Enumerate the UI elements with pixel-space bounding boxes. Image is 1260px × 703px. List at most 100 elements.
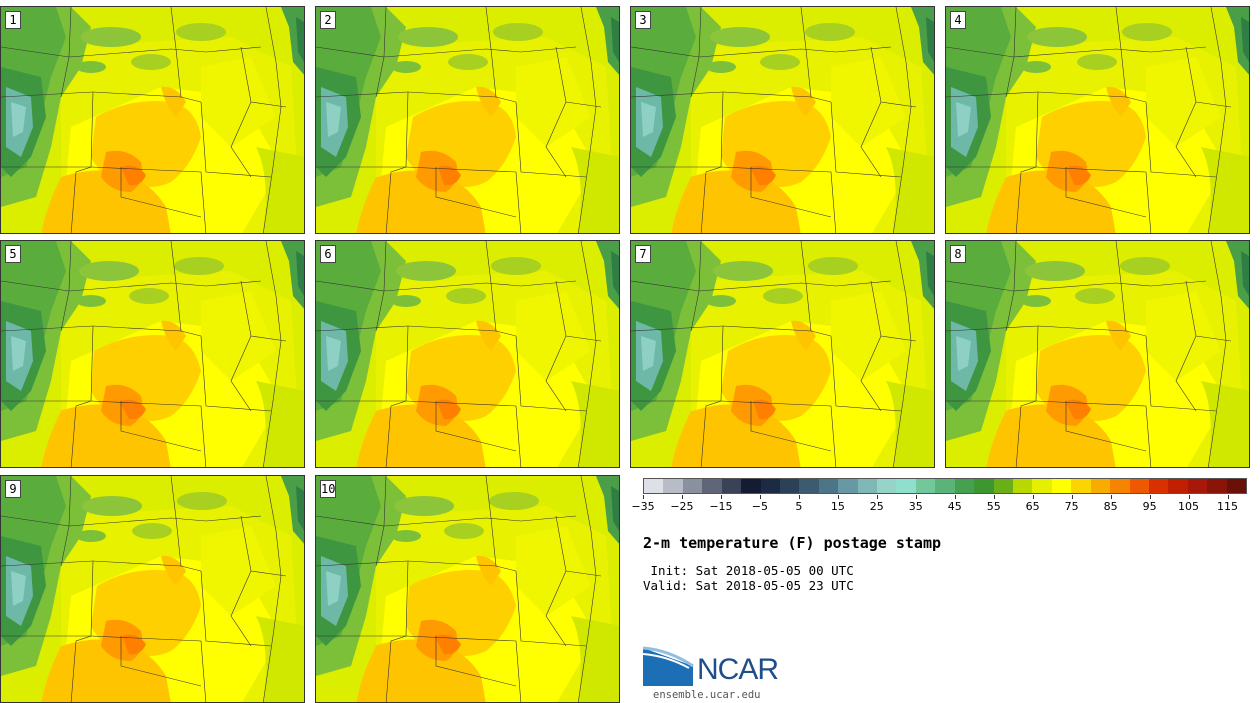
colorbar-segment bbox=[1226, 479, 1247, 493]
member-number-label: 8 bbox=[950, 245, 966, 263]
colorbar-segment bbox=[1090, 479, 1111, 493]
colorbar-segment bbox=[993, 479, 1014, 493]
temperature-map bbox=[946, 241, 1249, 467]
ensemble-member-map: 10 bbox=[315, 475, 620, 703]
colorbar-segment bbox=[974, 479, 994, 493]
ncar-logo bbox=[643, 646, 694, 686]
colorbar-segment bbox=[760, 479, 780, 493]
ncar-logo-text: NCAR bbox=[697, 653, 779, 686]
colorbar-tick-label: −25 bbox=[670, 500, 694, 513]
colorbar-tick bbox=[1188, 495, 1190, 499]
member-number-label: 10 bbox=[320, 480, 336, 498]
colorbar-tick-label: 95 bbox=[1142, 500, 1157, 513]
ensemble-member-map: 7 bbox=[630, 240, 935, 468]
ensemble-member-map: 1 bbox=[0, 6, 305, 234]
colorbar-segment bbox=[1013, 479, 1033, 493]
colorbar-segment bbox=[721, 479, 742, 493]
colorbar-tick bbox=[1110, 495, 1112, 499]
colorbar-tick bbox=[1071, 495, 1073, 499]
member-number-label: 6 bbox=[320, 245, 336, 263]
plot-title: 2-m temperature (F) postage stamp bbox=[643, 534, 942, 552]
colorbar-tick-label: 25 bbox=[869, 500, 884, 513]
colorbar-segment bbox=[1032, 479, 1052, 493]
member-number-label: 5 bbox=[5, 245, 21, 263]
colorbar-segment bbox=[702, 479, 722, 493]
temperature-map bbox=[631, 7, 934, 233]
colorbar-segment bbox=[1187, 479, 1208, 493]
ensemble-member-map: 9 bbox=[0, 475, 305, 703]
colorbar-tick-label: 115 bbox=[1217, 500, 1239, 513]
colorbar-segment bbox=[1207, 479, 1227, 493]
colorbar-segment bbox=[1129, 479, 1149, 493]
member-number-label: 3 bbox=[635, 11, 651, 29]
colorbar-segment bbox=[779, 479, 800, 493]
member-number-label: 9 bbox=[5, 480, 21, 498]
colorbar-tick-label: 85 bbox=[1103, 500, 1118, 513]
temperature-map bbox=[1, 476, 304, 702]
ensemble-member-map: 2 bbox=[315, 6, 620, 234]
ensemble-member-map: 3 bbox=[630, 6, 935, 234]
colorbar-tick bbox=[1149, 495, 1151, 499]
colorbar-tick bbox=[876, 495, 878, 499]
colorbar-tick-label: 65 bbox=[1025, 500, 1040, 513]
colorbar-tick bbox=[798, 495, 800, 499]
colorbar-tick bbox=[837, 495, 839, 499]
ensemble-member-map: 8 bbox=[945, 240, 1250, 468]
temperature-colorbar bbox=[643, 478, 1247, 494]
colorbar-segment bbox=[741, 479, 761, 493]
colorbar-segment bbox=[915, 479, 936, 493]
colorbar-segment bbox=[1051, 479, 1072, 493]
colorbar-tick-label: 45 bbox=[947, 500, 962, 513]
colorbar-tick bbox=[681, 495, 683, 499]
colorbar-segment bbox=[935, 479, 955, 493]
colorbar-tick-label: 5 bbox=[795, 500, 803, 513]
colorbar-segment bbox=[818, 479, 839, 493]
member-number-label: 1 bbox=[5, 11, 21, 29]
colorbar-segment bbox=[1168, 479, 1188, 493]
temperature-map bbox=[631, 241, 934, 467]
colorbar-ticks: −35 −25 −15 −5 5 15 25 35 45 55 65 75 85 95 105 115 bbox=[631, 495, 1247, 515]
colorbar-tick-label: 15 bbox=[830, 500, 845, 513]
ensemble-member-map: 4 bbox=[945, 6, 1250, 234]
ensemble-member-map: 5 bbox=[0, 240, 305, 468]
member-number-label: 7 bbox=[635, 245, 651, 263]
colorbar-tick-label: −15 bbox=[709, 500, 733, 513]
temperature-map bbox=[316, 7, 619, 233]
colorbar-segment bbox=[682, 479, 703, 493]
colorbar-segment bbox=[663, 479, 683, 493]
colorbar-tick-label: 75 bbox=[1064, 500, 1079, 513]
member-number-label: 4 bbox=[950, 11, 966, 29]
member-number-label: 2 bbox=[320, 11, 336, 29]
colorbar-segment bbox=[896, 479, 916, 493]
colorbar-segment bbox=[1110, 479, 1130, 493]
temperature-map bbox=[1, 7, 304, 233]
colorbar-tick-label: 55 bbox=[986, 500, 1001, 513]
colorbar-tick bbox=[993, 495, 995, 499]
ensemble-member-map: 6 bbox=[315, 240, 620, 468]
colorbar-segment bbox=[644, 479, 664, 493]
init-time: Init: Sat 2018-05-05 00 UTC bbox=[643, 563, 854, 578]
colorbar-tick bbox=[759, 495, 761, 499]
colorbar-tick bbox=[915, 495, 917, 499]
ncar-url: ensemble.ucar.edu bbox=[653, 689, 761, 701]
colorbar-tick bbox=[1032, 495, 1034, 499]
temperature-map bbox=[316, 476, 619, 702]
temperature-map bbox=[316, 241, 619, 467]
colorbar-tick-label: 105 bbox=[1178, 500, 1200, 513]
temperature-map bbox=[1, 241, 304, 467]
colorbar-tick bbox=[643, 495, 644, 499]
valid-time: Valid: Sat 2018-05-05 23 UTC bbox=[643, 578, 854, 593]
colorbar-segment bbox=[954, 479, 975, 493]
colorbar-segment bbox=[877, 479, 897, 493]
temperature-map bbox=[946, 7, 1249, 233]
colorbar-segment bbox=[857, 479, 878, 493]
colorbar-tick bbox=[1227, 495, 1229, 499]
colorbar-tick-label: −5 bbox=[751, 500, 768, 513]
colorbar-segment bbox=[1071, 479, 1091, 493]
colorbar-segment bbox=[799, 479, 819, 493]
colorbar-segment bbox=[838, 479, 858, 493]
colorbar-segment bbox=[1148, 479, 1169, 493]
colorbar-tick bbox=[954, 495, 956, 499]
colorbar-tick-label: −35 bbox=[631, 500, 655, 513]
colorbar-tick-label: 35 bbox=[908, 500, 923, 513]
